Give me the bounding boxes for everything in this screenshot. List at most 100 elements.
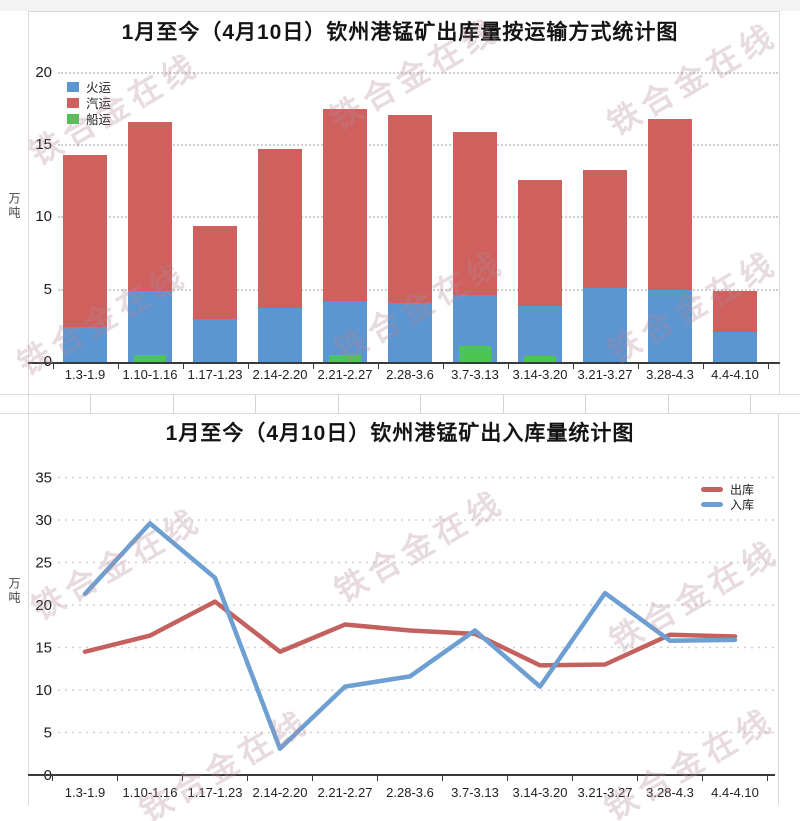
bar-chart-x-tick-label: 3.28-4.3 — [646, 367, 694, 382]
bar-chart-x-axis-tick — [702, 364, 704, 369]
line-chart-x-tick-label: 2.28-3.6 — [386, 785, 434, 800]
line-chart-y-tick-label: 10 — [35, 682, 52, 699]
bar-segment-rail — [63, 327, 107, 362]
bar-segment-truck — [323, 108, 367, 302]
line-chart-y-tick-label: 5 — [44, 725, 52, 742]
line-chart-y-tick-label: 15 — [35, 640, 52, 657]
frame-right-border-bottom-chart — [778, 413, 779, 805]
divider-column-tick — [750, 395, 751, 413]
bar-segment-truck — [518, 179, 562, 306]
bar-chart-x-tick-label: 1.10-1.16 — [122, 367, 178, 382]
bar-segment-truck — [388, 114, 432, 303]
bar-segment-truck — [128, 121, 172, 292]
bar-chart-x-tick-label: 2.14-2.20 — [252, 367, 308, 382]
line-chart-y-tick-label: 25 — [35, 555, 52, 572]
bar-segment-ship — [459, 346, 491, 362]
divider-column-tick — [337, 395, 339, 413]
line-chart-x-tick-label: 2.14-2.20 — [253, 785, 308, 800]
bar-chart-x-tick-label: 2.28-3.6 — [386, 367, 434, 382]
line-chart-x-tick-label: 4.4-4.10 — [711, 785, 759, 800]
bar-chart-x-tick-label: 3.21-3.27 — [577, 367, 633, 382]
bar-chart-x-axis-tick — [637, 364, 639, 369]
line-chart-x-tick-label: 3.7-3.13 — [451, 785, 499, 800]
legend-item-rail: 火运 — [67, 79, 112, 95]
divider-column-tick — [667, 395, 669, 413]
top-gray-strip — [0, 0, 800, 11]
bar-chart-x-tick-label: 1.3-1.9 — [64, 367, 106, 382]
bar-segment-truck — [453, 131, 497, 296]
inbound-line-series — [82, 521, 738, 751]
bar-chart-title: 1月至今（4月10日）钦州港锰矿出库量按运输方式统计图 — [121, 21, 679, 44]
bar-segment-rail — [258, 308, 302, 362]
bar-chart-x-tick-label: 1.17-1.23 — [187, 367, 243, 382]
bar-segment-ship — [329, 354, 361, 362]
outbound-legend-swatch-icon — [701, 487, 723, 492]
bar-segment-truck — [258, 149, 302, 309]
line-chart-y-axis-unit: 万吨 — [7, 577, 21, 605]
truck-legend-label: 汽运 — [86, 97, 112, 111]
bar-chart-x-axis-tick — [767, 364, 769, 369]
bar-segment-ship — [524, 356, 556, 362]
inbound-legend-swatch-icon — [701, 502, 723, 507]
bar-chart-y-tick-label: 5 — [43, 280, 52, 298]
divider-column-tick — [420, 395, 421, 413]
divider-column-tick — [255, 395, 256, 413]
bar-chart-x-tick-label: 3.14-3.20 — [512, 367, 568, 382]
bar-segment-rail — [713, 331, 757, 362]
bar-chart-legend: 火运 汽运 船运 — [67, 79, 111, 127]
bar-chart-y-axis-unit: 万吨 — [7, 192, 21, 220]
bar-segment-truck — [583, 169, 627, 289]
line-chart-x-tick-label: 1.10-1.16 — [123, 785, 178, 800]
inbound-legend-label: 入库 — [730, 498, 755, 512]
legend-item-truck: 汽运 — [67, 95, 112, 111]
outbound-line-series — [82, 599, 738, 668]
bar-segment-rail — [388, 302, 432, 362]
divider-line-upper — [0, 394, 800, 395]
bar-chart-x-axis-tick — [572, 364, 574, 369]
bar-segment-truck — [63, 155, 107, 328]
bar-chart-x-axis-tick — [52, 364, 54, 369]
divider-column-tick — [172, 395, 174, 413]
line-chart-x-tick-label: 1.3-1.9 — [65, 785, 105, 800]
bar-segment-rail — [323, 301, 367, 362]
bar-segment-truck — [193, 225, 237, 319]
line-chart-y-tick-label: 35 — [35, 470, 52, 487]
frame-top-border — [28, 11, 780, 12]
line-chart-plot-area: 051015202530351.3-1.91.10-1.161.17-1.232… — [28, 470, 775, 800]
line-chart-legend: 出库 入库 — [701, 482, 754, 512]
frame-right-border-top-chart — [779, 11, 780, 394]
line-chart-x-tick-label: 1.17-1.23 — [188, 785, 243, 800]
bar-chart-x-axis-tick — [182, 364, 184, 369]
divider-line-lower — [0, 413, 800, 414]
legend-item-outbound: 出库 — [701, 482, 754, 497]
divider-column-tick — [585, 395, 586, 413]
bar-chart-x-axis — [28, 362, 780, 364]
line-chart-y-tick-label: 30 — [35, 512, 52, 529]
bar-chart-x-axis-tick — [312, 364, 314, 369]
ship-legend-swatch-icon — [67, 113, 79, 124]
bar-chart-x-tick-label: 2.21-2.27 — [317, 367, 373, 382]
line-chart-x-tick-label: 3.21-3.27 — [578, 785, 633, 800]
frame-left-border — [28, 11, 29, 805]
divider-column-tick — [90, 395, 91, 413]
bar-segment-truck — [713, 291, 757, 332]
bar-segment-truck — [648, 118, 692, 290]
bar-segment-ship — [134, 354, 166, 362]
outbound-legend-label: 出库 — [730, 483, 755, 497]
bar-segment-rail — [583, 288, 627, 362]
legend-item-inbound: 入库 — [701, 497, 754, 512]
bar-chart-x-axis-tick — [507, 364, 509, 369]
bar-segment-rail — [648, 289, 692, 362]
bar-chart-y-tick-label: 10 — [35, 208, 52, 226]
bar-segment-rail — [518, 305, 562, 362]
bar-segment-rail — [193, 318, 237, 362]
rail-legend-label: 火运 — [86, 81, 112, 95]
bar-chart-x-axis-tick — [247, 364, 249, 369]
rail-legend-swatch-icon — [67, 81, 79, 92]
bar-chart-x-axis-tick — [377, 364, 379, 369]
line-chart-x-tick-label: 3.28-4.3 — [646, 785, 694, 800]
legend-item-ship: 船运 — [67, 111, 111, 127]
bar-chart-x-axis-tick — [442, 364, 444, 369]
bar-chart-x-axis-tick — [117, 364, 119, 369]
bar-chart-x-tick-label: 3.7-3.13 — [451, 367, 499, 382]
